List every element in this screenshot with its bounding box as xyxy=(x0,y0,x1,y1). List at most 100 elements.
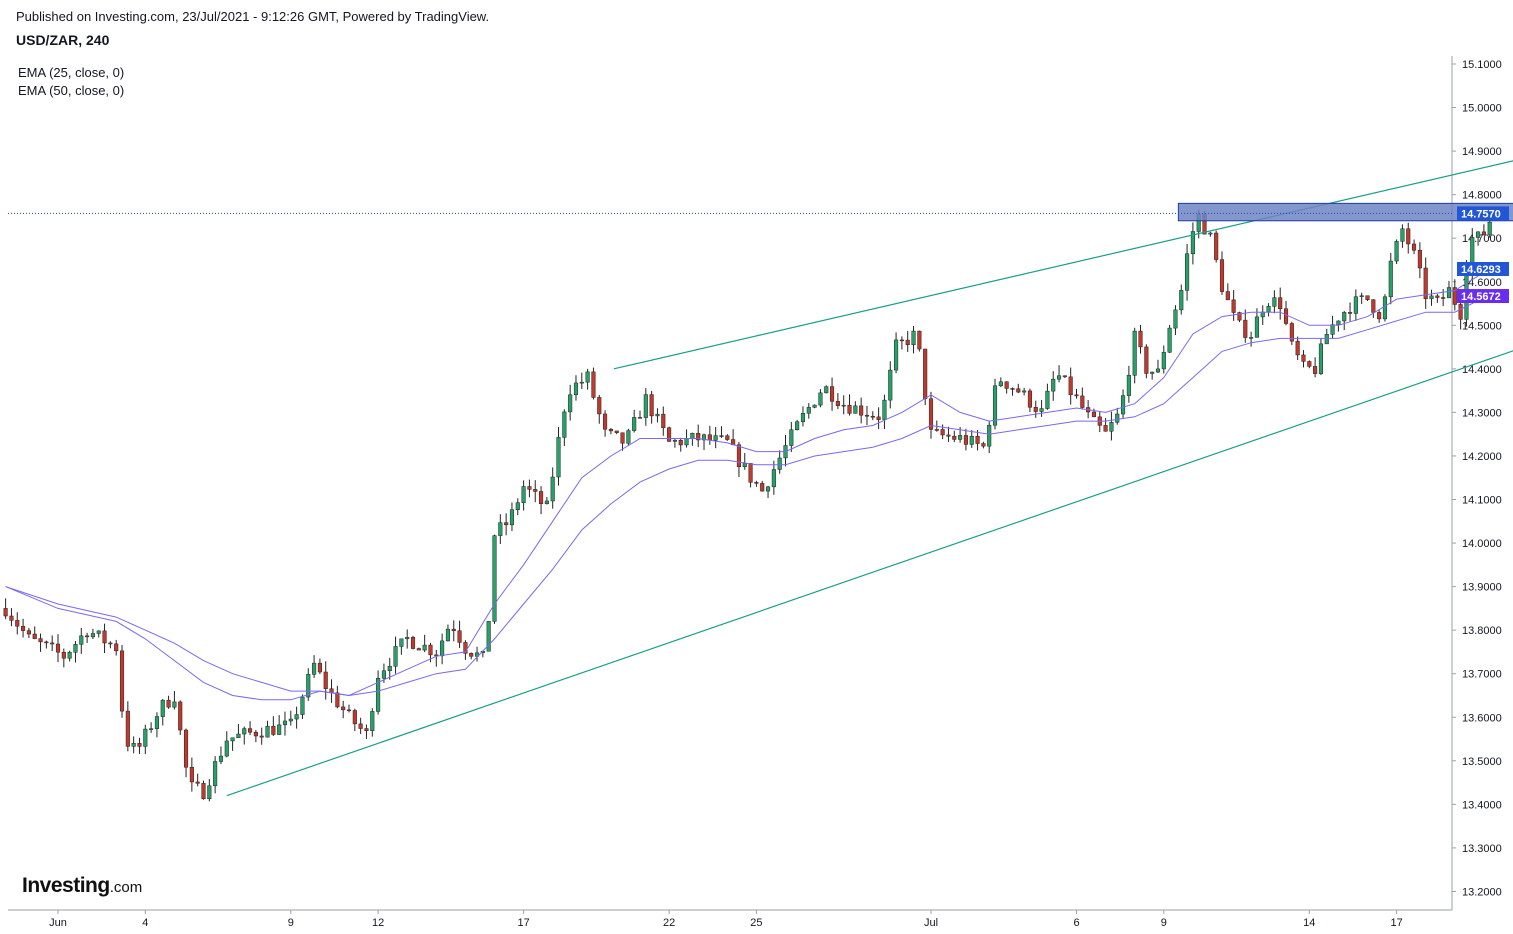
candle-down xyxy=(859,405,864,416)
candle-up xyxy=(399,638,404,647)
ema-25-badge: 14.6293 xyxy=(1461,264,1501,276)
candle-up xyxy=(713,435,718,441)
candle-up xyxy=(742,463,747,468)
candle-up xyxy=(73,644,78,653)
candle-down xyxy=(1068,376,1073,396)
candle-up xyxy=(1336,320,1341,325)
candle-up xyxy=(579,381,584,384)
candle-up xyxy=(67,652,72,659)
x-tick-label: 17 xyxy=(1390,917,1402,929)
candle-down xyxy=(940,429,945,436)
candle-up xyxy=(172,701,177,708)
candle-up xyxy=(1487,221,1492,235)
candle-up xyxy=(509,509,515,526)
candle-up xyxy=(1260,311,1265,318)
candle-down xyxy=(905,339,910,345)
ema-50-badge: 14.5672 xyxy=(1461,291,1501,303)
candle-up xyxy=(422,644,427,651)
candle-up xyxy=(1051,378,1056,392)
candle-down xyxy=(707,434,712,441)
candle-down xyxy=(201,783,206,799)
candle-down xyxy=(1412,243,1417,251)
candle-up xyxy=(521,486,526,503)
candle-down xyxy=(1347,312,1353,314)
candle-up xyxy=(300,696,305,715)
candle-down xyxy=(835,401,840,406)
y-tick-label: 14.5000 xyxy=(1462,320,1502,332)
candle-down xyxy=(335,692,340,708)
candle-down xyxy=(1377,312,1382,320)
candle-down xyxy=(195,781,200,784)
candle-down xyxy=(1219,259,1225,292)
candle-up xyxy=(1446,287,1452,299)
candle-down xyxy=(975,435,980,444)
candle-up xyxy=(79,635,84,645)
candle-down xyxy=(1452,287,1457,305)
candle-down xyxy=(533,489,538,492)
candle-up xyxy=(1382,296,1388,320)
y-tick-label: 13.5000 xyxy=(1462,756,1502,768)
candle-up xyxy=(1056,375,1062,380)
candle-up xyxy=(853,405,858,414)
candle-down xyxy=(358,723,363,729)
candle-down xyxy=(253,731,258,737)
candle-up xyxy=(393,646,398,667)
candle-down xyxy=(125,710,130,747)
candle-up xyxy=(1155,368,1161,373)
candle-down xyxy=(1371,299,1376,313)
candle-up xyxy=(812,404,817,408)
candle-down xyxy=(85,635,90,638)
candle-up xyxy=(515,502,520,510)
candle-up xyxy=(550,476,555,502)
resistance-zone xyxy=(1177,202,1513,222)
y-tick-label: 14.1000 xyxy=(1462,495,1502,507)
candle-down xyxy=(504,522,509,526)
candle-down xyxy=(637,417,643,419)
candle-down xyxy=(1458,304,1463,320)
candle-up xyxy=(626,430,631,444)
candle-down xyxy=(1080,395,1085,408)
candle-down xyxy=(1481,231,1486,235)
candle-down xyxy=(667,427,672,442)
x-tick-label: Jul xyxy=(924,917,938,929)
candle-down xyxy=(1214,232,1219,260)
candle-up xyxy=(1394,241,1399,262)
candle-down xyxy=(166,699,171,708)
y-tick-label: 13.6000 xyxy=(1462,712,1502,724)
candle-down xyxy=(428,644,433,656)
candle-up xyxy=(1208,232,1213,235)
candle-down xyxy=(1365,295,1370,300)
candle-down xyxy=(963,435,968,445)
x-tick-label: 25 xyxy=(750,917,762,929)
candle-up xyxy=(224,740,229,757)
candle-up xyxy=(882,399,887,420)
candle-up xyxy=(492,535,497,622)
indicator-ema-50[interactable]: EMA (50, close, 0) xyxy=(18,83,125,98)
candle-down xyxy=(934,429,939,431)
candle-down xyxy=(1091,411,1097,418)
candle-down xyxy=(928,398,934,430)
candle-down xyxy=(649,394,654,417)
candle-down xyxy=(1074,394,1079,397)
candle-up xyxy=(445,628,450,642)
candle-up xyxy=(160,699,165,717)
candle-up xyxy=(573,382,579,396)
candle-down xyxy=(346,709,352,712)
candle-up xyxy=(1121,395,1126,415)
candle-up xyxy=(277,724,282,735)
candle-down xyxy=(1423,267,1428,300)
candle-up xyxy=(998,381,1003,387)
candle-down xyxy=(591,371,596,398)
candle-up xyxy=(376,677,381,712)
candle-down xyxy=(870,415,875,418)
candle-up xyxy=(1353,296,1358,314)
candle-up xyxy=(818,392,823,406)
candle-down xyxy=(917,330,922,350)
candle-down xyxy=(1301,354,1306,362)
candle-down xyxy=(725,435,730,440)
candle-up xyxy=(888,369,893,401)
candle-up xyxy=(655,413,660,417)
candle-down xyxy=(114,643,119,652)
indicator-ema-25[interactable]: EMA (25, close, 0) xyxy=(18,65,125,80)
